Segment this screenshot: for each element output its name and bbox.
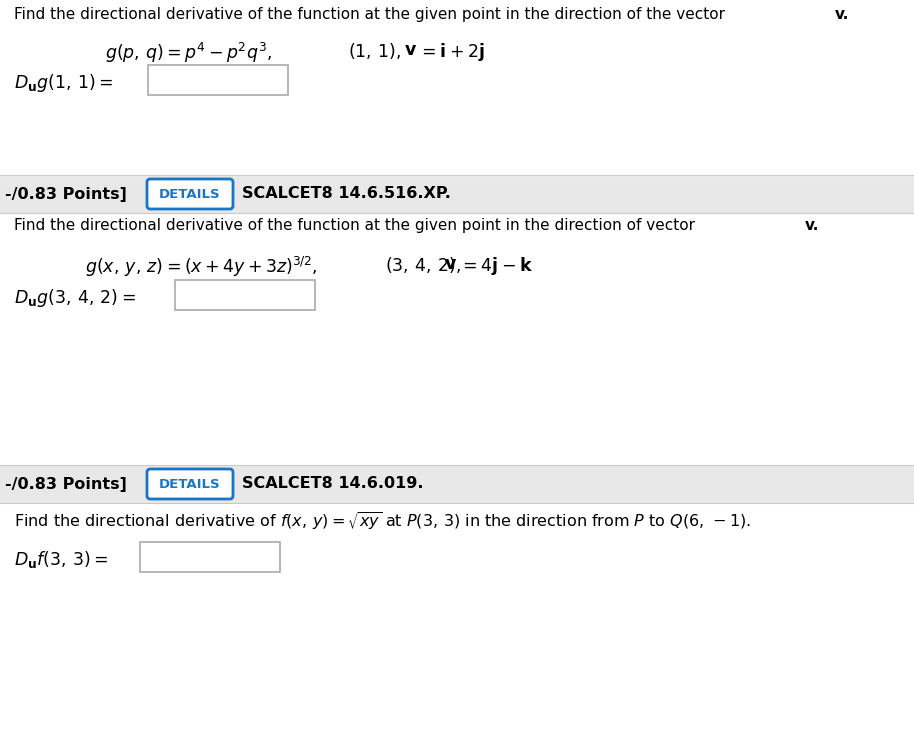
Text: $D_\mathbf{u}f(3,\, 3) =$: $D_\mathbf{u}f(3,\, 3) =$ bbox=[14, 549, 108, 570]
Text: DETAILS: DETAILS bbox=[159, 477, 221, 491]
Text: Find the directional derivative of the function at the given point in the direct: Find the directional derivative of the f… bbox=[14, 7, 730, 22]
Text: $g(x,\, y,\, z) = (x + 4y + 3z)^{3/2},$: $g(x,\, y,\, z) = (x + 4y + 3z)^{3/2},$ bbox=[85, 255, 318, 279]
Text: $g(p,\, q) = p^4 - p^2q^3,$: $g(p,\, q) = p^4 - p^2q^3,$ bbox=[105, 41, 272, 65]
Text: $D_\mathbf{u}g(3,\, 4,\, 2) =$: $D_\mathbf{u}g(3,\, 4,\, 2) =$ bbox=[14, 287, 136, 309]
FancyBboxPatch shape bbox=[0, 503, 914, 755]
Text: v.: v. bbox=[835, 7, 849, 22]
Text: $= 4\mathbf{j} - \mathbf{k}$: $= 4\mathbf{j} - \mathbf{k}$ bbox=[454, 255, 533, 277]
FancyBboxPatch shape bbox=[0, 465, 914, 503]
Text: $= \mathbf{i} + 2\mathbf{j}$: $= \mathbf{i} + 2\mathbf{j}$ bbox=[413, 41, 484, 63]
Text: $(1,\, 1),$: $(1,\, 1),$ bbox=[348, 41, 401, 61]
FancyBboxPatch shape bbox=[147, 179, 233, 209]
Text: DETAILS: DETAILS bbox=[159, 187, 221, 201]
FancyBboxPatch shape bbox=[0, 0, 914, 175]
FancyBboxPatch shape bbox=[148, 65, 288, 95]
Text: v: v bbox=[405, 41, 417, 59]
Text: v.: v. bbox=[805, 218, 819, 233]
Text: -/0.83 Points]: -/0.83 Points] bbox=[5, 476, 127, 492]
FancyBboxPatch shape bbox=[0, 175, 914, 213]
Text: Find the directional derivative of the function at the given point in the direct: Find the directional derivative of the f… bbox=[14, 218, 700, 233]
Text: SCALCET8 14.6.516.XP.: SCALCET8 14.6.516.XP. bbox=[242, 186, 451, 202]
Text: SCALCET8 14.6.019.: SCALCET8 14.6.019. bbox=[242, 476, 423, 492]
FancyBboxPatch shape bbox=[147, 469, 233, 499]
Text: -/0.83 Points]: -/0.83 Points] bbox=[5, 186, 127, 202]
FancyBboxPatch shape bbox=[175, 280, 315, 310]
Text: $D_\mathbf{u}g(1,\, 1) =$: $D_\mathbf{u}g(1,\, 1) =$ bbox=[14, 72, 113, 94]
Text: Find the directional derivative of $f(x,\, y) = \sqrt{xy}$ at $P(3,\, 3)$ in the: Find the directional derivative of $f(x,… bbox=[14, 511, 751, 533]
Text: $(3,\, 4,\, 2),$: $(3,\, 4,\, 2),$ bbox=[385, 255, 461, 275]
Text: v: v bbox=[445, 255, 456, 273]
FancyBboxPatch shape bbox=[140, 542, 280, 572]
FancyBboxPatch shape bbox=[0, 213, 914, 465]
